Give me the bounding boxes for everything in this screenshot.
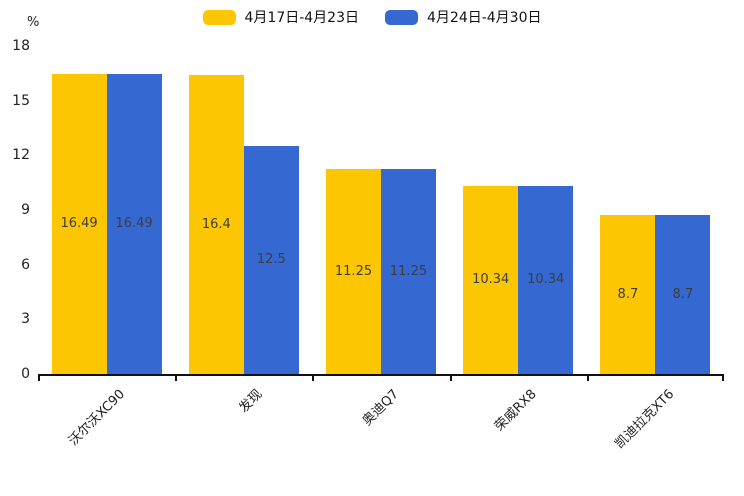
x-axis-tick (312, 376, 315, 381)
bar-series-0-荣威RX8 (463, 185, 519, 374)
bar-value-label: 16.49 (60, 215, 98, 231)
x-category-label: 奥迪Q7 (360, 386, 403, 429)
chart-legend: 4月17日-4月23日 4月24日-4月30日 (0, 7, 744, 27)
y-tick-label: 9 (21, 202, 30, 218)
legend-item-series-0: 4月17日-4月23日 (202, 7, 360, 27)
x-category-label: 沃尔沃XC90 (66, 386, 129, 449)
legend-label: 4月17日-4月23日 (244, 10, 360, 26)
bar-series-0-沃尔沃XC90 (51, 73, 107, 374)
bar-series-1-发现 (243, 146, 299, 374)
bar-value-label: 12.5 (256, 252, 286, 268)
x-category-label: 发现 (236, 386, 266, 416)
x-axis-tick (722, 376, 724, 381)
bar-series-1-沃尔沃XC90 (106, 73, 162, 374)
y-tick-label: 12 (12, 147, 30, 164)
bar-value-label: 16.4 (201, 216, 231, 232)
bar-value-label: 10.34 (472, 271, 510, 287)
x-category-label: 荣威RX8 (492, 386, 540, 435)
legend-swatch-icon (202, 9, 236, 25)
bar-value-label: 10.34 (527, 271, 565, 287)
bar-series-1-凯迪拉克XT6 (655, 215, 711, 374)
y-tick-label: 15 (12, 92, 30, 109)
bar-series-0-奥迪Q7 (326, 169, 381, 374)
legend-label: 4月24日-4月30日 (427, 10, 542, 26)
x-axis-tick (38, 376, 40, 381)
bar-value-label: 11.25 (389, 263, 428, 279)
bar-series-1-荣威RX8 (518, 185, 574, 374)
y-axis-unit-label: % (27, 15, 40, 30)
x-axis-tick (449, 376, 452, 381)
plot-area: 0 3 6 9 12 15 18 16.49 16.49 沃尔沃XC90 16.4 12.5 发现 11.… (12, 38, 724, 452)
bar-value-label: 16.49 (115, 215, 153, 231)
bar-value-label: 11.25 (334, 263, 373, 279)
x-axis-line (38, 374, 724, 376)
legend-swatch-icon (385, 9, 418, 25)
y-tick-label: 0 (21, 366, 30, 382)
x-axis-tick (586, 376, 589, 381)
bar-value-label: 8.7 (672, 286, 694, 302)
y-tick-label: 6 (21, 256, 30, 273)
legend-item-series-1: 4月24日-4月30日 (385, 7, 542, 27)
y-tick-label: 18 (12, 38, 30, 54)
bar-series-0-发现 (188, 75, 244, 374)
x-category-label: 凯迪拉克XT6 (611, 386, 677, 452)
bar-value-label: 8.7 (617, 286, 639, 302)
y-tick-label: 3 (21, 311, 30, 328)
bar-series-0-凯迪拉克XT6 (600, 215, 656, 374)
bar-series-1-奥迪Q7 (381, 169, 436, 374)
x-axis-tick (175, 376, 178, 381)
